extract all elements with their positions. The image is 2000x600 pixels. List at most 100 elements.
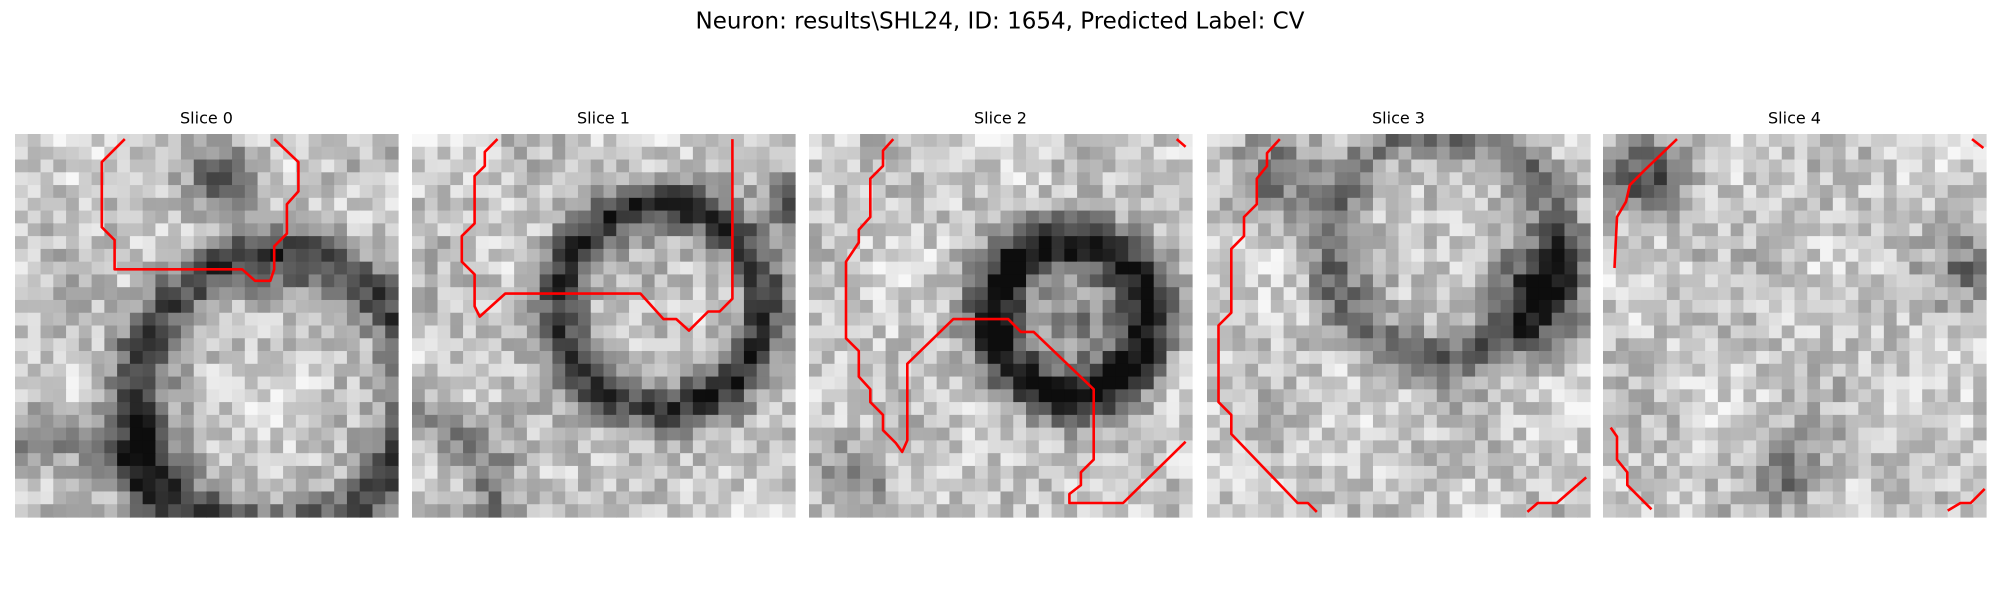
- image-pixel: [1064, 172, 1078, 186]
- image-pixel: [743, 146, 758, 161]
- image-pixel: [219, 146, 233, 161]
- image-pixel: [603, 261, 617, 276]
- image-pixel: [450, 287, 464, 301]
- image-pixel: [1089, 465, 1104, 480]
- image-pixel: [769, 440, 783, 454]
- image-pixel: [142, 325, 157, 339]
- image-pixel: [1487, 159, 1502, 173]
- image-pixel: [1845, 287, 1859, 301]
- image-pixel: [1603, 223, 1617, 237]
- image-pixel: [155, 491, 169, 505]
- image-pixel: [1551, 287, 1566, 301]
- image-pixel: [385, 453, 399, 467]
- image-pixel: [1896, 159, 1910, 173]
- image-pixel: [1654, 325, 1668, 339]
- image-pixel: [1871, 134, 1885, 148]
- image-pixel: [1896, 299, 1910, 314]
- image-pixel: [1743, 491, 1757, 505]
- image-pixel: [1654, 236, 1668, 250]
- image-pixel: [40, 402, 54, 416]
- image-pixel: [1347, 402, 1361, 416]
- image-pixel: [1845, 465, 1859, 480]
- image-pixel: [66, 236, 80, 250]
- image-pixel: [834, 465, 848, 480]
- image-pixel: [514, 146, 528, 161]
- image-pixel: [1832, 465, 1847, 480]
- image-pixel: [1245, 465, 1259, 480]
- image-pixel: [1513, 478, 1527, 493]
- image-pixel: [692, 376, 707, 390]
- image-pixel: [1807, 248, 1821, 263]
- image-pixel: [66, 274, 80, 288]
- image-pixel: [1153, 236, 1168, 250]
- image-pixel: [104, 325, 118, 339]
- image-pixel: [705, 299, 719, 314]
- image-pixel: [1513, 440, 1527, 454]
- image-pixel: [1449, 159, 1463, 173]
- image-pixel: [1424, 478, 1438, 493]
- image-pixel: [1564, 376, 1578, 390]
- image-pixel: [782, 338, 796, 352]
- image-pixel: [769, 312, 783, 327]
- image-pixel: [898, 223, 912, 237]
- image-pixel: [1551, 389, 1566, 403]
- image-pixel: [244, 274, 259, 288]
- image-pixel: [40, 185, 54, 199]
- image-pixel: [731, 236, 745, 250]
- image-pixel: [1730, 146, 1745, 161]
- image-pixel: [743, 312, 758, 327]
- image-pixel: [1115, 236, 1129, 250]
- image-pixel: [257, 402, 271, 416]
- image-pixel: [475, 478, 490, 493]
- image-pixel: [1051, 389, 1065, 403]
- image-pixel: [514, 325, 528, 339]
- image-pixel: [1960, 172, 1974, 186]
- image-pixel: [219, 299, 233, 314]
- image-pixel: [590, 338, 605, 352]
- image-pixel: [424, 312, 439, 327]
- image-pixel: [1487, 287, 1502, 301]
- image-pixel: [1526, 197, 1540, 212]
- image-pixel: [91, 146, 105, 161]
- image-pixel: [885, 478, 899, 493]
- image-pixel: [1258, 504, 1272, 518]
- image-pixel: [526, 363, 541, 378]
- image-pixel: [1258, 172, 1272, 186]
- image-pixel: [244, 491, 259, 505]
- image-pixel: [1436, 363, 1451, 378]
- image-pixel: [155, 363, 169, 378]
- image-pixel: [756, 261, 771, 276]
- image-pixel: [321, 491, 335, 505]
- image-pixel: [1347, 261, 1361, 276]
- image-pixel: [27, 287, 42, 301]
- image-pixel: [718, 465, 732, 480]
- image-pixel: [1398, 146, 1412, 161]
- image-pixel: [1526, 504, 1540, 518]
- image-pixel: [1051, 325, 1065, 339]
- image-pixel: [860, 223, 874, 237]
- image-pixel: [219, 172, 233, 186]
- image-pixel: [1922, 172, 1936, 186]
- image-pixel: [565, 453, 579, 467]
- image-pixel: [308, 402, 322, 416]
- image-pixel: [743, 363, 758, 378]
- image-pixel: [501, 440, 515, 454]
- image-pixel: [501, 414, 515, 429]
- image-pixel: [1089, 478, 1104, 493]
- image-pixel: [1679, 389, 1693, 403]
- image-pixel: [1462, 287, 1476, 301]
- image-pixel: [180, 414, 195, 429]
- image-pixel: [1832, 236, 1847, 250]
- image-pixel: [1219, 453, 1234, 467]
- image-pixel: [1692, 261, 1706, 276]
- image-pixel: [129, 236, 144, 250]
- image-pixel: [1615, 491, 1630, 505]
- image-pixel: [539, 363, 554, 378]
- image-pixel: [1360, 274, 1374, 288]
- image-pixel: [1820, 172, 1834, 186]
- image-pixel: [1934, 504, 1949, 518]
- image-pixel: [168, 465, 182, 480]
- image-pixel: [334, 389, 348, 403]
- image-pixel: [1934, 478, 1949, 493]
- image-pixel: [987, 197, 1002, 212]
